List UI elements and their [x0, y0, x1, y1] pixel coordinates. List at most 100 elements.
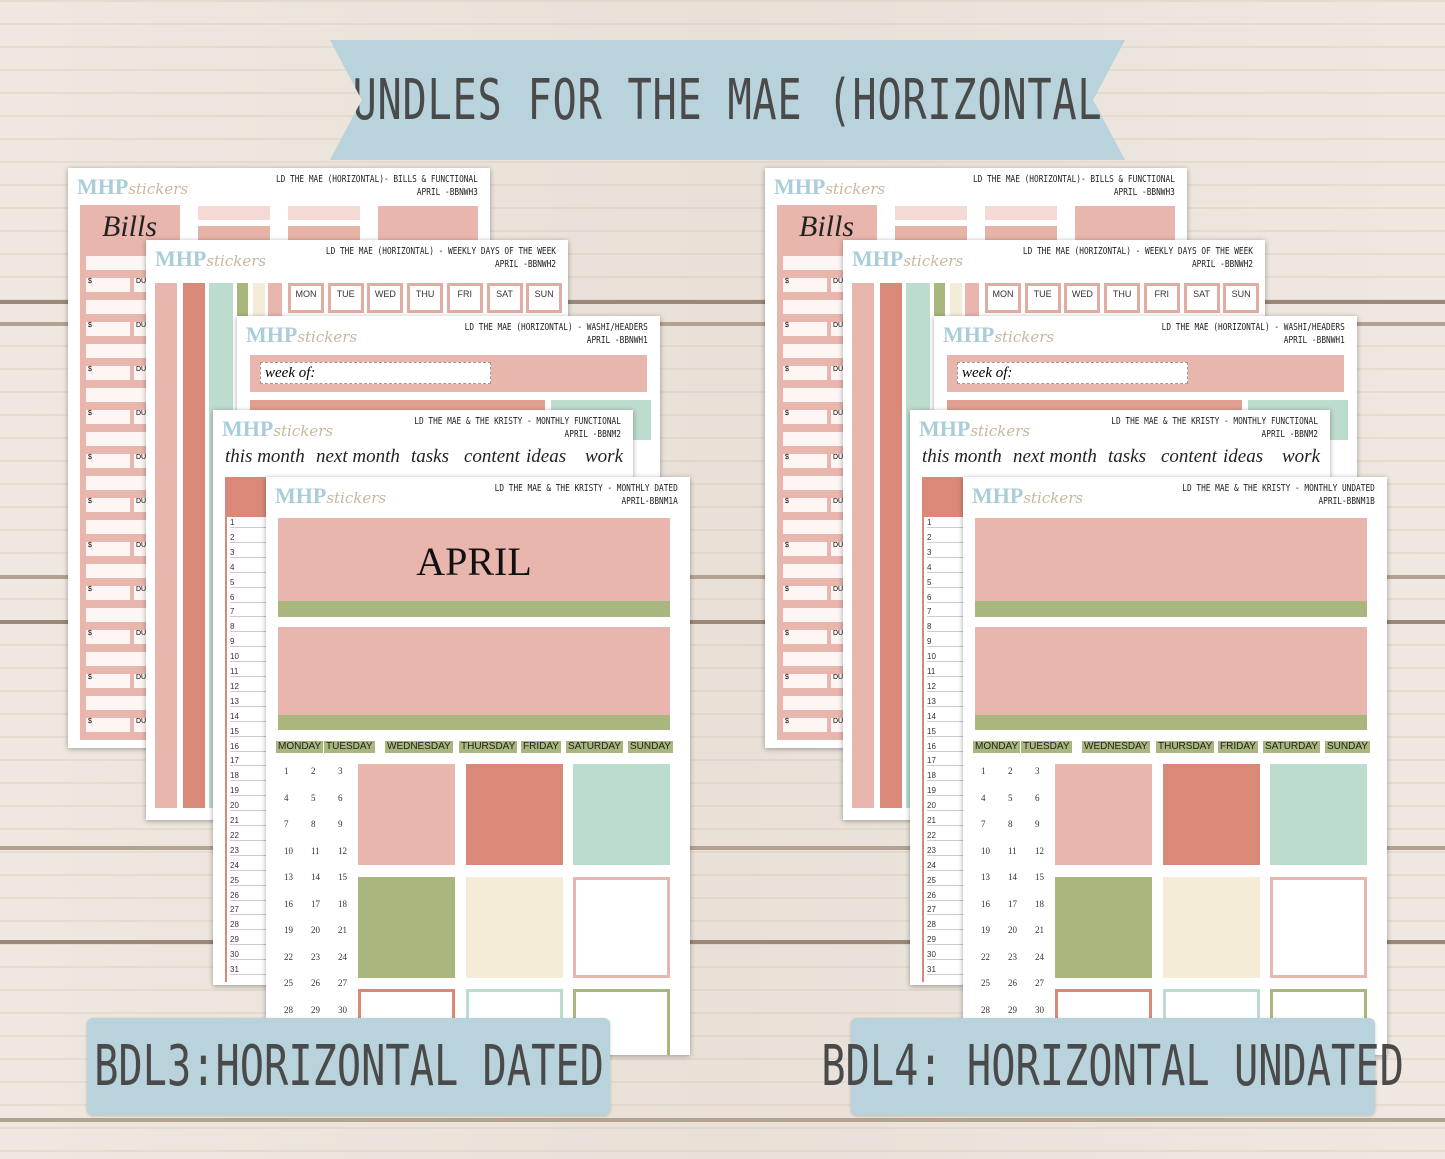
list-number: 5	[230, 578, 266, 588]
logo-main: MHP	[919, 416, 971, 441]
bill-amount-field: $	[86, 674, 130, 688]
list-number: 8	[230, 622, 266, 633]
color-square-sticker	[465, 764, 563, 865]
date-number: 24	[1035, 951, 1044, 962]
header-strip	[895, 226, 967, 240]
sheet-code: APRIL -BBNM2	[564, 429, 621, 440]
weekday-label: WEDNESDAY	[1082, 741, 1150, 753]
day-tab: SAT	[1183, 283, 1220, 313]
list-number: 1	[230, 518, 266, 528]
sheet-code: APRIL -BBNWH1	[586, 335, 648, 346]
week-of-box: week of:	[957, 362, 1188, 384]
sheet-title: LD THE MAE (HORIZONTAL)- BILLS & FUNCTIO…	[973, 173, 1175, 199]
list-number: 30	[230, 950, 266, 961]
color-square-sticker	[1162, 764, 1260, 865]
date-number: 1	[981, 766, 986, 776]
date-number: 26	[1008, 978, 1017, 988]
list-number: 2	[230, 533, 266, 543]
color-square-sticker	[358, 876, 455, 978]
weekday-label: THURSDAY	[1156, 741, 1215, 753]
weekday-label: SUNDAY	[1325, 741, 1370, 753]
bundle-label-text: BDL3:HORIZONTAL DATED	[93, 1034, 604, 1099]
sheet-title-text: LD THE MAE & THE KRISTY - MONTHLY FUNCTI…	[414, 416, 621, 427]
date-number: 18	[1035, 898, 1044, 909]
list-number: 7	[230, 607, 266, 618]
weekday-label: FRIDAY	[521, 741, 561, 753]
list-number: 13	[230, 697, 266, 707]
date-number: 16	[284, 898, 293, 909]
sheet-code: APRIL -BBNWH2	[494, 259, 556, 270]
list-number: 5	[927, 578, 963, 588]
date-number: 28	[284, 1004, 293, 1015]
date-number: 24	[338, 951, 347, 962]
header-strip	[198, 206, 270, 220]
functional-word: ideas	[1223, 446, 1264, 467]
date-number: 13	[981, 872, 990, 882]
banner-title: BUNDLES FOR THE MAE (HORIZONTAL)	[327, 67, 1128, 133]
date-number: 30	[1035, 1004, 1044, 1015]
date-number: 27	[338, 978, 347, 988]
logo-main: MHP	[155, 246, 207, 271]
weekday-label: MONDAY	[973, 741, 1021, 753]
bill-amount-field: $	[86, 278, 130, 292]
bill-amount-field: $	[783, 278, 827, 292]
list-number: 7	[927, 607, 963, 618]
date-number: 22	[981, 951, 990, 962]
weekday-label: MONDAY	[276, 741, 324, 753]
green-strip	[975, 601, 1367, 617]
date-number: 22	[284, 951, 293, 962]
list-number: 19	[230, 786, 266, 797]
functional-word: work	[585, 446, 623, 467]
list-number: 22	[927, 831, 963, 841]
sheet-code: APRIL -BBNWH1	[1283, 335, 1345, 346]
sheet-monthly: MHPstickers LD THE MAE & THE KRISTY - MON…	[963, 477, 1387, 1055]
date-number: 30	[338, 1004, 347, 1015]
list-number: 25	[927, 876, 963, 886]
list-number: 28	[230, 920, 266, 931]
bill-amount-field: $	[86, 718, 130, 732]
date-number: 19	[284, 925, 293, 935]
list-number: 21	[230, 816, 266, 826]
date-number: 4	[981, 792, 986, 803]
list-number: 24	[230, 861, 266, 871]
sheet-code: APRIL -BBNWH2	[1191, 259, 1253, 270]
list-number: 14	[230, 712, 266, 722]
sheet-monthly: MHPstickers LD THE MAE & THE KRISTY - MON…	[266, 477, 690, 1055]
header-box	[975, 627, 1367, 715]
logo-script: stickers	[903, 252, 964, 270]
date-number: 2	[1008, 766, 1013, 776]
header-strip	[895, 206, 967, 220]
list-number: 20	[927, 801, 963, 812]
logo: MHPstickers	[972, 483, 1083, 509]
sheet-title-text: LD THE MAE & THE KRISTY - MONTHLY FUNCTI…	[1111, 416, 1318, 427]
list-number: 18	[230, 771, 266, 782]
list-number: 21	[927, 816, 963, 826]
logo-script: stickers	[273, 422, 334, 440]
washi-strip	[880, 283, 902, 808]
logo-script: stickers	[994, 328, 1055, 346]
logo-main: MHP	[77, 174, 129, 199]
logo-main: MHP	[972, 483, 1024, 508]
logo-main: MHP	[246, 322, 298, 347]
color-square-sticker	[1055, 764, 1152, 865]
date-number: 25	[284, 978, 293, 988]
date-number: 9	[1035, 819, 1040, 829]
list-number: 26	[230, 891, 266, 901]
month-header-box	[975, 518, 1367, 602]
bill-amount-field: $	[86, 630, 130, 644]
logo: MHPstickers	[852, 246, 963, 272]
functional-word: next month	[1013, 446, 1097, 467]
list-number: 31	[927, 965, 963, 975]
sheet-title: LD THE MAE & THE KRISTY - MONTHLY FUNCTI…	[414, 415, 621, 441]
day-tab: TUE	[1024, 283, 1061, 313]
wood-plank-line	[0, 846, 1445, 850]
date-number: 17	[311, 898, 320, 909]
weekday-label: TUESDAY	[324, 741, 375, 753]
logo-script: stickers	[825, 180, 886, 198]
bill-amount-field: $	[783, 498, 827, 512]
color-square-sticker	[573, 876, 670, 978]
color-square-sticker	[1270, 876, 1367, 978]
bundle-dated: MHPstickers LD THE MAE (HORIZONTAL)- BILL…	[0, 0, 700, 1159]
week-of-box: week of:	[260, 362, 491, 384]
list-number: 9	[927, 637, 963, 648]
